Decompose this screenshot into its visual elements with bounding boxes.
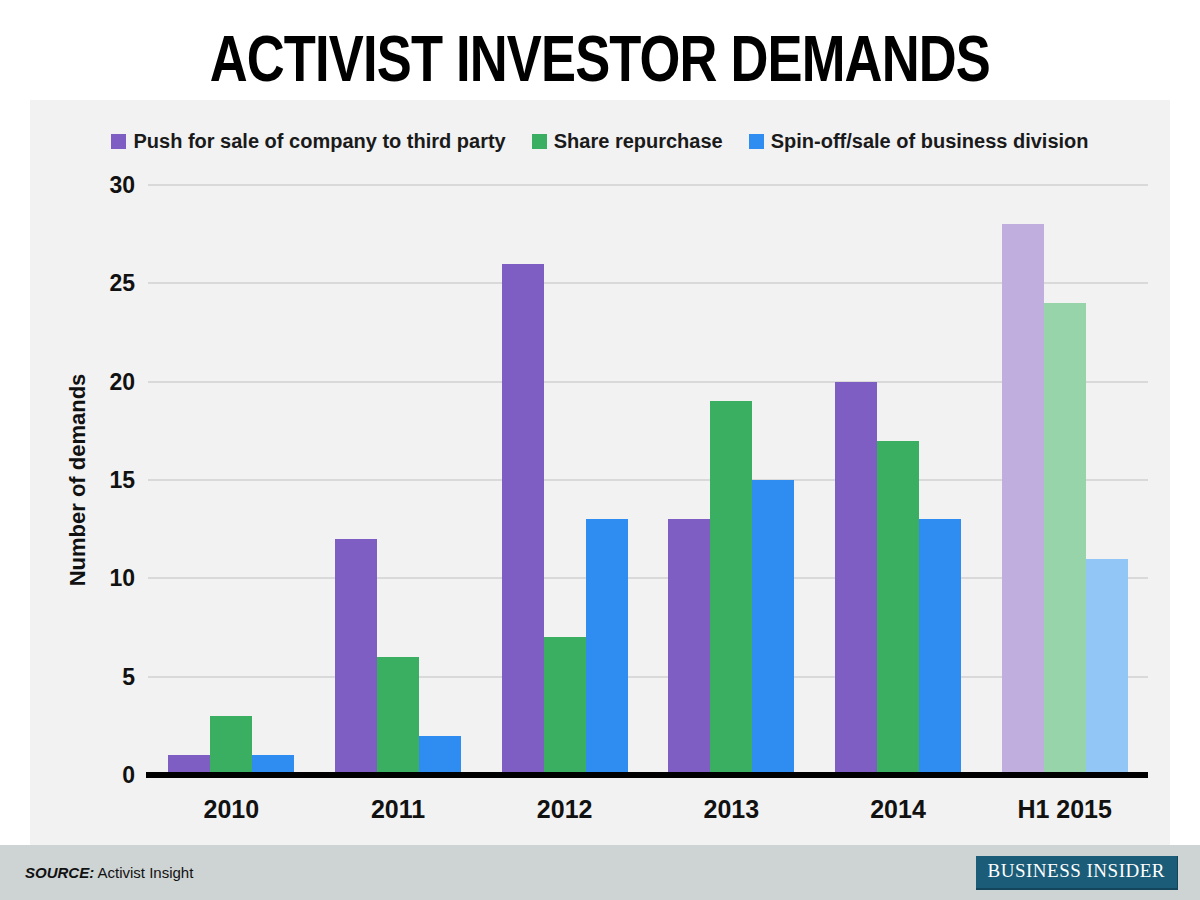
gridline-5: [148, 676, 1148, 678]
gridline-20: [148, 381, 1148, 383]
page-title-wrap: ACTIVIST INVESTOR DEMANDS: [0, 22, 1200, 96]
x-tick-label-h1-2015: H1 2015: [1017, 795, 1112, 824]
legend-swatch-icon: [749, 134, 764, 149]
bar-2011-series-0: [335, 539, 377, 775]
bar-2012-series-2: [586, 519, 628, 775]
legend-swatch-icon: [111, 134, 126, 149]
bar-h1-2015-series-1: [1044, 303, 1086, 775]
bar-2014-series-1: [877, 441, 919, 775]
legend-label: Share repurchase: [554, 130, 723, 153]
bar-2013-series-0: [668, 519, 710, 775]
x-tick-label-2014: 2014: [870, 795, 926, 824]
bar-2014-series-2: [919, 519, 961, 775]
bar-2011-series-2: [419, 736, 461, 775]
gridline-15: [148, 479, 1148, 481]
legend-item-2: Spin-off/sale of business division: [749, 130, 1089, 153]
legend-item-1: Share repurchase: [532, 130, 723, 153]
legend-label: Spin-off/sale of business division: [771, 130, 1089, 153]
y-tick-label-0: 0: [75, 762, 135, 789]
y-tick-label-5: 5: [75, 663, 135, 690]
x-tick-label-2012: 2012: [537, 795, 593, 824]
y-tick-label-15: 15: [75, 467, 135, 494]
x-tick-label-2010: 2010: [204, 795, 260, 824]
legend-label: Push for sale of company to third party: [133, 130, 505, 153]
bar-2012-series-1: [544, 637, 586, 775]
footer-bar: SOURCE: Activist Insight BUSINESS INSIDE…: [0, 845, 1200, 900]
bar-2013-series-1: [710, 401, 752, 775]
bar-h1-2015-series-0: [1002, 224, 1044, 775]
y-tick-label-10: 10: [75, 565, 135, 592]
business-insider-logo: BUSINESS INSIDER: [976, 856, 1178, 890]
bar-2011-series-1: [377, 657, 419, 775]
gridline-30: [148, 184, 1148, 186]
x-axis-line: [146, 772, 1148, 778]
page-title: ACTIVIST INVESTOR DEMANDS: [210, 22, 990, 96]
source-credit: SOURCE: Activist Insight: [25, 864, 193, 881]
legend-swatch-icon: [532, 134, 547, 149]
gridline-10: [148, 577, 1148, 579]
bar-2010-series-1: [210, 716, 252, 775]
bar-2012-series-0: [502, 264, 544, 775]
bar-h1-2015-series-2: [1086, 559, 1128, 775]
x-tick-label-2011: 2011: [371, 795, 425, 824]
plot-area: [148, 185, 1148, 775]
source-label: SOURCE:: [25, 864, 94, 881]
bar-2013-series-2: [752, 480, 794, 775]
source-value: Activist Insight: [98, 864, 194, 881]
bar-2014-series-0: [835, 382, 877, 775]
y-tick-label-20: 20: [75, 368, 135, 395]
y-tick-label-25: 25: [75, 270, 135, 297]
gridline-25: [148, 282, 1148, 284]
chart-legend: Push for sale of company to third party S…: [30, 130, 1170, 153]
x-tick-label-2013: 2013: [704, 795, 760, 824]
y-tick-label-30: 30: [75, 172, 135, 199]
legend-item-0: Push for sale of company to third party: [111, 130, 505, 153]
